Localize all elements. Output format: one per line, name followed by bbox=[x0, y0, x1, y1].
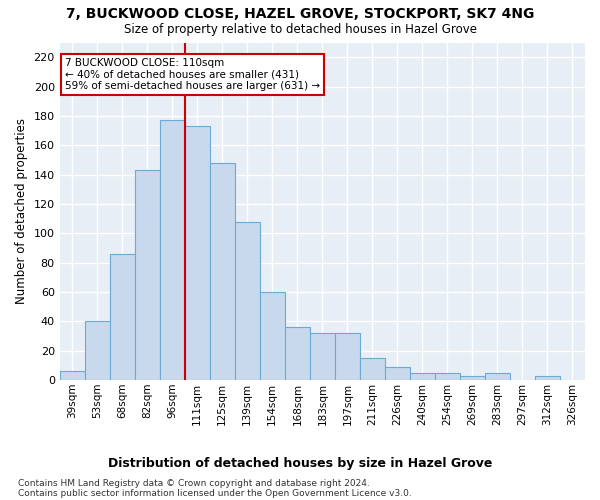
Bar bbox=[535, 376, 560, 380]
Bar bbox=[59, 372, 85, 380]
Y-axis label: Number of detached properties: Number of detached properties bbox=[15, 118, 28, 304]
Bar bbox=[335, 333, 360, 380]
Bar bbox=[435, 373, 460, 380]
Bar bbox=[310, 333, 335, 380]
Bar bbox=[160, 120, 185, 380]
Text: Size of property relative to detached houses in Hazel Grove: Size of property relative to detached ho… bbox=[124, 22, 476, 36]
Bar bbox=[185, 126, 210, 380]
Text: Distribution of detached houses by size in Hazel Grove: Distribution of detached houses by size … bbox=[108, 458, 492, 470]
Bar bbox=[385, 367, 410, 380]
Text: 7, BUCKWOOD CLOSE, HAZEL GROVE, STOCKPORT, SK7 4NG: 7, BUCKWOOD CLOSE, HAZEL GROVE, STOCKPOR… bbox=[66, 8, 534, 22]
Bar bbox=[360, 358, 385, 380]
Text: Contains public sector information licensed under the Open Government Licence v3: Contains public sector information licen… bbox=[18, 489, 412, 498]
Text: Contains HM Land Registry data © Crown copyright and database right 2024.: Contains HM Land Registry data © Crown c… bbox=[18, 479, 370, 488]
Bar bbox=[135, 170, 160, 380]
Bar bbox=[85, 322, 110, 380]
Bar bbox=[285, 328, 310, 380]
Bar bbox=[210, 163, 235, 380]
Text: 7 BUCKWOOD CLOSE: 110sqm
← 40% of detached houses are smaller (431)
59% of semi-: 7 BUCKWOOD CLOSE: 110sqm ← 40% of detach… bbox=[65, 58, 320, 91]
Bar bbox=[485, 373, 510, 380]
Bar bbox=[260, 292, 285, 380]
Bar bbox=[410, 373, 435, 380]
Bar bbox=[110, 254, 135, 380]
Bar bbox=[235, 222, 260, 380]
Bar bbox=[460, 376, 485, 380]
